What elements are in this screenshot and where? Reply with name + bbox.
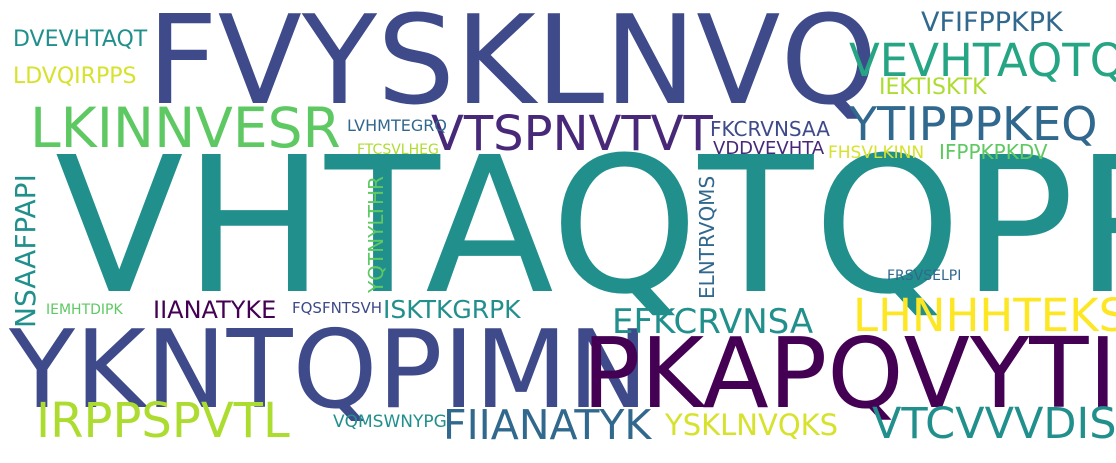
word-vevhtaqtq: VEVHTAQTQ xyxy=(849,34,1116,87)
word-vqmswnypg: VQMSWNYPG xyxy=(333,412,447,432)
word-ytipppkeq: YTIPPPKEQ xyxy=(849,97,1098,151)
word-vhtaqtqpr: VHTAQTQPR xyxy=(55,117,1116,336)
word-vfifppkpk: VFIFPPKPK xyxy=(921,7,1063,38)
word-irppspvtl: IRPPSPVTL xyxy=(36,393,290,449)
word-iektisktk: IEKTISKTK xyxy=(879,75,987,100)
word-ftcsvlheg: FTCSVLHEG xyxy=(357,142,439,158)
word-efkcrvnsa: EFKCRVNSA xyxy=(612,302,814,342)
word-fqsfntsvh: FQSFNTSVH xyxy=(292,299,383,317)
word-dvevhtaqt: DVEVHTAQT xyxy=(13,27,148,52)
word-isktkgrpk: ISKTKGRPK xyxy=(383,295,521,324)
word-fkcrvnsaa: FKCRVNSAA xyxy=(710,117,830,141)
word-elntrvqms: ELNTRVQMS xyxy=(695,175,719,299)
word-fiianatyk: FIIANATYK xyxy=(443,401,652,449)
word-fhsvlkinn: FHSVLKINN xyxy=(828,143,925,163)
word-ykntqpimn: YKNTQPIMN xyxy=(9,308,649,433)
word-vddvevhta: VDDVEVHTA xyxy=(713,138,825,159)
word-ysklnvqks: YSKLNVQKS xyxy=(665,408,839,442)
word-iianatyke: IIANATYKE xyxy=(153,296,277,324)
word-lvhmtegrq: LVHMTEGRQ xyxy=(347,116,447,135)
word-frsvselpi: FRSVSELPI xyxy=(887,268,962,284)
word-lhnhhteks: LHNHHTEKS xyxy=(853,289,1116,342)
word-fvysklnvq: FVYSKLNVQ xyxy=(147,0,878,133)
word-iemhtdipk: IEMHTDIPK xyxy=(46,302,123,318)
word-nsaafpapi: NSAAFPAPI xyxy=(9,174,42,328)
word-ldvqirpps: LDVQIRPPS xyxy=(13,64,137,89)
word-vtcvvvdis: VTCVVVDIS xyxy=(872,399,1116,449)
word-lkinnvesr: LKINNVESR xyxy=(30,96,341,160)
word-yqtnylthr: YQTNYLTHR xyxy=(364,176,388,293)
word-pkapqvyti: PKAPQVYTI xyxy=(582,317,1116,430)
word-ifppkpkdv: IFPPKPKDV xyxy=(939,140,1048,164)
word-vtspnvtvt: VTSPNVTVT xyxy=(431,106,713,162)
